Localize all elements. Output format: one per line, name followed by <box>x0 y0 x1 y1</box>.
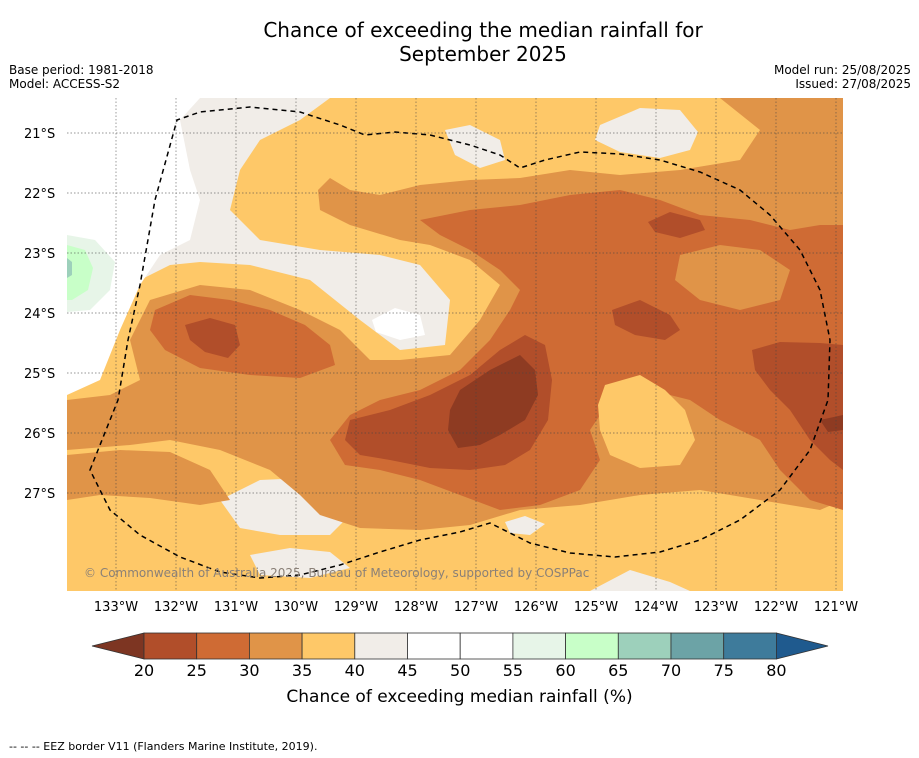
x-tick: 124°W <box>634 600 678 615</box>
region-20-25-east <box>612 300 680 340</box>
colorbar-tick: 35 <box>292 661 312 680</box>
region-45-55-west <box>67 98 200 395</box>
x-axis-labels: 133°W 132°W 131°W 130°W 129°W 128°W 127°… <box>94 600 858 615</box>
map-title: Chance of exceeding the median rainfall … <box>0 18 919 66</box>
colorbar-tick: 55 <box>503 661 523 680</box>
region-30-35-southband <box>67 450 230 505</box>
colorbar-swatch-20-25 <box>143 632 198 660</box>
colorbar-swatch-70-75 <box>670 632 725 660</box>
colorbar-swatch-40-45 <box>354 632 408 660</box>
region-40-45-northeast <box>595 108 698 158</box>
model-run-label: Model run: 25/08/2025 <box>773 63 911 77</box>
x-tick: 126°W <box>514 600 558 615</box>
colorbar-swatch-55-60 <box>512 632 567 660</box>
colorbar-tick: 25 <box>187 661 207 680</box>
colorbar-tick: 50 <box>450 661 470 680</box>
colorbar-tick: 20 <box>134 661 154 680</box>
colorbar-swatch-65-70 <box>617 632 672 660</box>
colorbar-tick: 70 <box>661 661 681 680</box>
colorbar-tick: 75 <box>714 661 734 680</box>
eez-border <box>89 106 831 579</box>
region-below-20-central <box>448 355 538 448</box>
model-label: Model: ACCESS-S2 <box>9 77 121 91</box>
region-25-30-west <box>150 295 335 378</box>
colorbar <box>91 632 829 660</box>
x-tick: 133°W <box>94 600 138 615</box>
colorbar-swatch-35-40 <box>301 632 356 660</box>
colorbar-swatch-60-65 <box>565 632 619 660</box>
x-tick: 128°W <box>394 600 438 615</box>
colorbar-tick: 40 <box>345 661 365 680</box>
issued-label: Issued: 27/08/2025 <box>795 77 911 91</box>
region-35-40-hole-east <box>598 375 695 468</box>
region-below-20-east <box>820 415 843 432</box>
colorbar-swatch-30-35 <box>248 632 303 660</box>
x-tick: 130°W <box>274 600 318 615</box>
meta-right: Model run: 25/08/2025 Issued: 27/08/2025 <box>774 63 911 91</box>
colorbar-swatch-25-30 <box>196 632 250 660</box>
x-tick: 122°W <box>754 600 798 615</box>
colorbar-tick: 45 <box>397 661 417 680</box>
colorbar-ticks: 20 25 30 35 40 45 50 55 60 65 70 75 80 <box>134 661 787 680</box>
y-tick: 24°S <box>24 307 55 322</box>
title-line-2: September 2025 <box>399 42 567 66</box>
x-tick: 131°W <box>214 600 258 615</box>
colorbar-above-arrow <box>776 632 829 660</box>
region-40-45-south <box>250 548 350 578</box>
title-line-1: Chance of exceeding the median rainfall … <box>263 18 703 42</box>
x-tick: 125°W <box>574 600 618 615</box>
meta-left: Base period: 1981-2018 Model: ACCESS-S2 <box>9 63 154 91</box>
y-tick: 21°S <box>24 127 55 142</box>
region-65-70 <box>67 258 72 278</box>
region-60-65 <box>67 245 93 300</box>
colorbar-below-arrow <box>91 632 145 660</box>
x-tick: 121°W <box>814 600 858 615</box>
colorbar-swatch-50-55 <box>459 632 514 660</box>
rainfall-map <box>67 98 843 591</box>
region-40-45-southeast <box>590 570 690 591</box>
colorbar-tick: 30 <box>239 661 259 680</box>
region-40-45-south2 <box>505 516 545 535</box>
graticule <box>67 98 843 591</box>
region-45-55-island <box>372 308 425 340</box>
colorbar-label: Chance of exceeding median rainfall (%) <box>286 687 633 707</box>
region-30-35-hole-east2 <box>675 245 790 310</box>
base-period-label: Base period: 1981-2018 <box>9 63 154 77</box>
colorbar-tick: 65 <box>608 661 628 680</box>
region-20-25-far-east <box>752 342 843 470</box>
x-tick: 127°W <box>454 600 498 615</box>
y-tick: 22°S <box>24 187 55 202</box>
y-axis-labels: 21°S 22°S 23°S 24°S 25°S 26°S 27°S <box>24 127 55 502</box>
y-tick: 23°S <box>24 247 55 262</box>
y-tick: 27°S <box>24 487 55 502</box>
x-tick: 129°W <box>334 600 378 615</box>
x-tick: 132°W <box>154 600 198 615</box>
x-tick: 123°W <box>694 600 738 615</box>
colorbar-swatch-75-80 <box>723 632 777 660</box>
region-20-25-west <box>185 318 240 358</box>
colorbar-tick: 60 <box>555 661 575 680</box>
region-45-55-ne-gap <box>155 110 175 130</box>
y-tick: 25°S <box>24 367 55 382</box>
colorbar-tick: 80 <box>766 661 786 680</box>
copyright-notice: © Commonwealth of Australia 2025, Bureau… <box>84 566 590 580</box>
region-20-25-ne <box>648 212 705 238</box>
y-tick: 26°S <box>24 427 55 442</box>
colorbar-swatch-45-50 <box>407 632 461 660</box>
eez-legend-note: -- -- -- EEZ border V11 (Flanders Marine… <box>9 740 318 753</box>
